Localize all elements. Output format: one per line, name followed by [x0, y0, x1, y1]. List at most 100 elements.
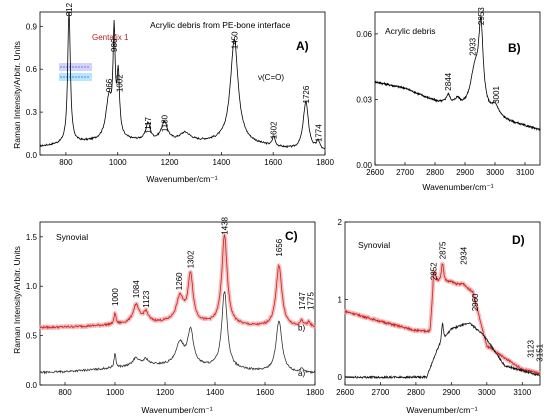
x-tick-label: 2600: [336, 388, 354, 397]
y-tick-label: 2: [338, 218, 343, 227]
peak-label: 1450: [230, 31, 239, 49]
panel-b: Acrylic debris B) Wavenumber/cm⁻¹ 2600 27…: [356, 7, 541, 192]
peak-label: 1260: [175, 272, 184, 290]
panel-b-xlabel: Wavenumber/cm⁻¹: [422, 182, 493, 192]
x-tick-label: 2700: [372, 388, 390, 397]
x-tick-label: 2700: [396, 168, 414, 177]
x-tick-label: 2800: [407, 388, 425, 397]
peak-label: 1726: [302, 85, 311, 103]
panel-a-inset: [59, 63, 92, 81]
panel-a-label: A): [296, 39, 309, 53]
series-line: [39, 233, 316, 330]
series-label: b): [298, 324, 305, 333]
panel-d-frame: [344, 221, 541, 386]
panel-a: Acrylic debris from PE-bone interface A)…: [26, 2, 335, 184]
y-tick-label: 0.03: [356, 95, 372, 104]
x-tick-label: 3100: [513, 388, 531, 397]
peak-label: 3001: [492, 85, 501, 103]
x-tick-label: 1200: [156, 388, 174, 397]
panel-c-xlabel: Wavenumber/cm⁻¹: [141, 405, 212, 415]
y-tick-label: 0.6: [26, 65, 38, 74]
series-line: [344, 321, 541, 380]
peak-label: 1117: [144, 116, 153, 133]
panel-a-xlabel: Wavenumber/cm⁻¹: [146, 174, 217, 184]
x-tick-label: 1800: [306, 388, 324, 397]
y-tick-label: 0.5: [26, 332, 38, 341]
peak-label: 1000: [111, 288, 120, 306]
ylabel-top: Raman Intensity/Arbitr. Units: [12, 41, 22, 149]
panel-a-title: Acrylic debris from PE-bone interface: [150, 20, 291, 30]
y-tick-label: 0.0: [26, 381, 38, 390]
y-tick-label: 0.9: [26, 22, 38, 31]
peak-label: 3151: [535, 343, 544, 361]
x-tick-label: 1200: [161, 158, 179, 167]
x-tick-label: 1000: [106, 388, 124, 397]
peak-label: 1084: [132, 280, 141, 298]
peak-label: 2933: [469, 37, 478, 55]
peak-label: 966: [105, 78, 114, 92]
peak-label: 1774: [314, 124, 323, 142]
peak-label: 2844: [444, 72, 453, 90]
x-tick-label: 3100: [516, 168, 534, 177]
x-tick-label: 2600: [366, 168, 384, 177]
panel-b-frame: [374, 11, 541, 166]
x-tick-label: 1000: [109, 158, 127, 167]
x-tick-label: 1600: [256, 388, 274, 397]
peak-label: 1002: [115, 74, 124, 92]
series-line: [39, 11, 326, 150]
panel-b-label: B): [508, 41, 521, 55]
y-tick-label: 0.3: [26, 108, 38, 117]
peak-label: 2934: [459, 246, 468, 264]
peak-label: 1180: [160, 114, 169, 132]
peak-label: 1438: [221, 216, 230, 234]
series-line: [40, 290, 316, 375]
panel-c: Synovial C) Wavenumber/cm⁻¹ 800 1000 1200 1…: [26, 216, 325, 415]
y-tick-label: 0.06: [356, 30, 372, 39]
peak-label: 3123: [526, 339, 535, 357]
series-line: [374, 15, 541, 131]
series-line: [344, 263, 541, 375]
peak-label: 1602: [270, 121, 279, 139]
annotation-vco: ν(C=O): [258, 73, 284, 82]
panel-c-title: Synovial: [56, 232, 88, 242]
y-tick-label: 0: [338, 373, 343, 382]
peak-label: 1775: [306, 292, 315, 310]
panel-d-title: Synovial: [358, 240, 390, 250]
panel-c-frame: [39, 221, 316, 386]
y-tick-label: 0.00: [356, 161, 372, 170]
inset-label-gentafix: Gentafix 1: [92, 33, 129, 42]
x-tick-label: 1400: [212, 158, 230, 167]
peak-label: 812: [65, 2, 74, 16]
y-tick-label: 1.5: [26, 233, 38, 242]
x-tick-label: 1800: [316, 158, 334, 167]
peak-label: 1656: [275, 238, 284, 256]
x-tick-label: 2900: [442, 388, 460, 397]
peak-label: 1302: [187, 250, 196, 268]
peak-label: 1747: [298, 292, 307, 310]
x-tick-label: 1600: [264, 158, 282, 167]
panel-a-frame: [39, 11, 326, 156]
panel-d: Synovial D) Wavenumber/cm⁻¹ 2600 2700 2800…: [336, 218, 544, 415]
ylabel-bottom: Raman Intensity/Arbitr. Units: [12, 246, 22, 354]
y-tick-label: 1.0: [26, 282, 38, 291]
peak-label: 2960: [471, 293, 480, 311]
panel-d-label: D): [512, 233, 525, 247]
x-tick-label: 1400: [206, 388, 224, 397]
peak-label: 986: [110, 38, 119, 52]
x-tick-label: 2900: [456, 168, 474, 177]
panel-d-xlabel: Wavenumber/cm⁻¹: [406, 405, 477, 415]
peak-label: 2953: [477, 7, 486, 25]
y-tick-label: 1: [338, 296, 343, 305]
panel-b-title: Acrylic debris: [385, 26, 436, 36]
y-tick-label: 0.0: [26, 151, 38, 160]
x-tick-label: 800: [59, 158, 73, 167]
series-label: a): [298, 369, 305, 378]
x-tick-label: 800: [58, 388, 72, 397]
x-tick-label: 3000: [478, 388, 496, 397]
x-tick-label: 2800: [426, 168, 444, 177]
peak-label: 2875: [439, 241, 448, 259]
peak-label: 2852: [430, 262, 439, 280]
x-tick-label: 3000: [486, 168, 504, 177]
panel-c-label: C): [285, 229, 298, 243]
